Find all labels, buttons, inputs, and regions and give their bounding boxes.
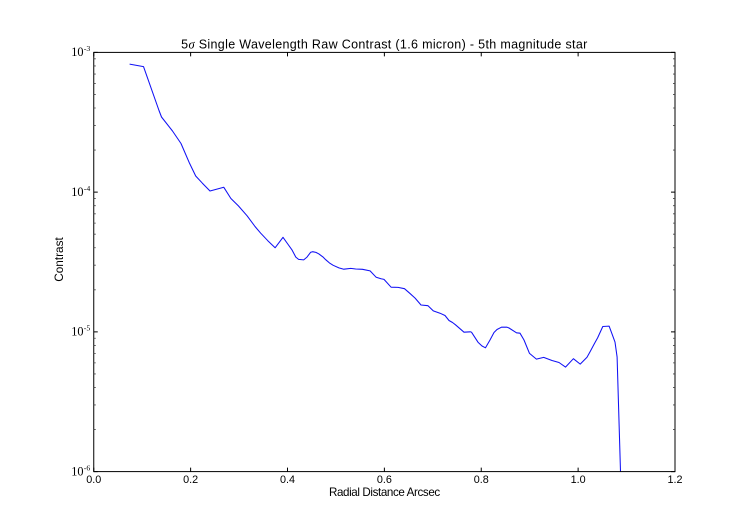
svg-text:0.4: 0.4	[280, 474, 295, 486]
svg-text:-6: -6	[84, 463, 91, 472]
svg-text:0.2: 0.2	[183, 474, 198, 486]
svg-text:-3: -3	[84, 44, 91, 53]
svg-text:-5: -5	[84, 324, 91, 333]
svg-text:10: 10	[71, 325, 83, 339]
svg-text:1.2: 1.2	[667, 474, 682, 486]
svg-text:0.8: 0.8	[474, 474, 489, 486]
svg-text:10: 10	[71, 45, 83, 59]
svg-text:10: 10	[71, 185, 83, 199]
svg-text:0.6: 0.6	[377, 474, 392, 486]
svg-text:10: 10	[71, 464, 83, 478]
svg-text:5σ Single Wavelength Raw Contr: 5σ Single Wavelength Raw Contrast (1.6 m…	[181, 38, 587, 52]
svg-text:Contrast: Contrast	[52, 236, 66, 281]
svg-text:1.0: 1.0	[571, 474, 586, 486]
svg-text:-4: -4	[84, 184, 91, 193]
svg-text:Radial Distance Arcsec: Radial Distance Arcsec	[329, 486, 440, 499]
svg-text:0.0: 0.0	[86, 474, 101, 486]
